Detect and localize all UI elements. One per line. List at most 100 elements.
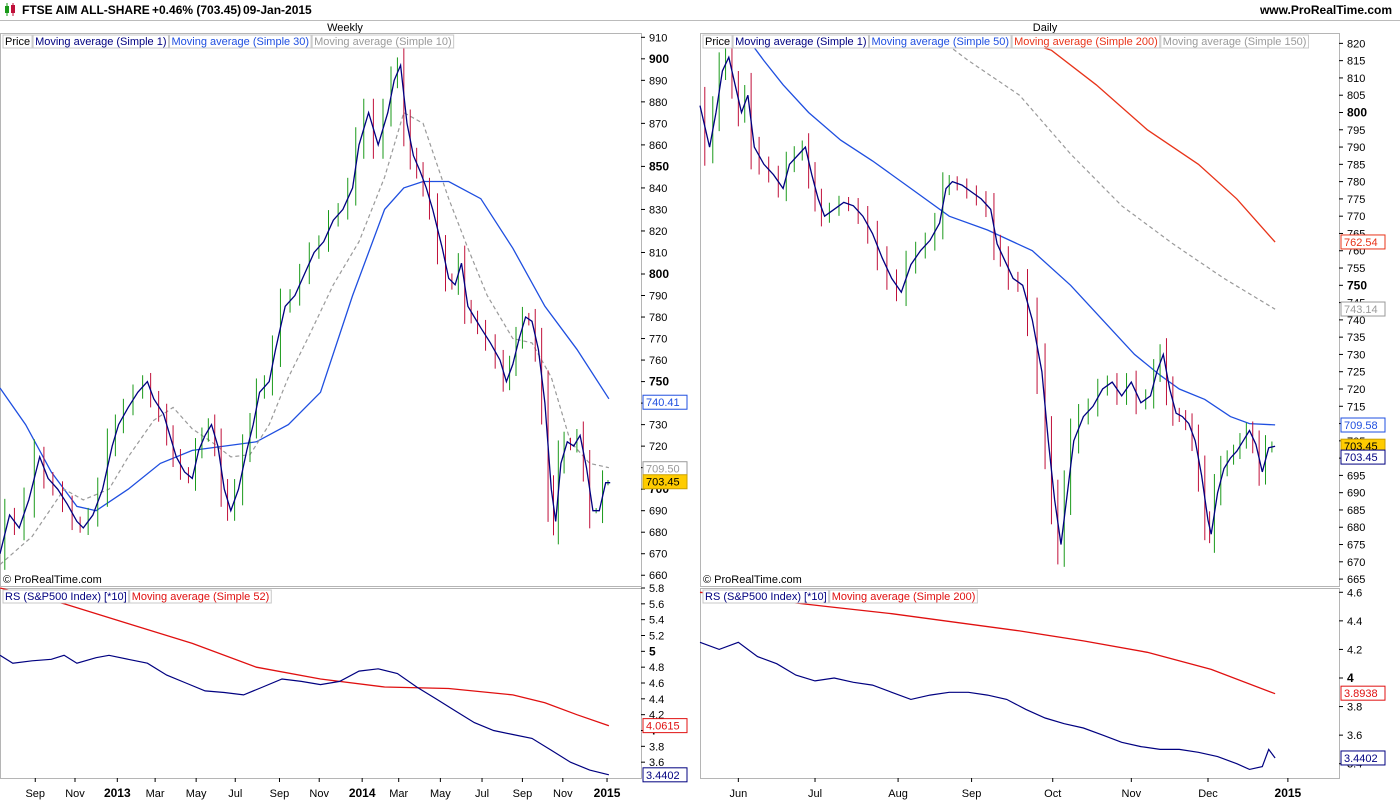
y-tick-label: 775 — [1347, 194, 1365, 206]
x-tick-label: Nov — [65, 788, 85, 800]
panel-frame — [700, 33, 1340, 587]
daily-period-label: Daily — [1033, 22, 1058, 34]
value-tag: 3.4402 — [1340, 750, 1386, 766]
y-tick-label: 890 — [649, 75, 667, 87]
value-tag: 703.45 — [642, 474, 688, 490]
legend-label: Moving average (Simple 52) — [132, 591, 270, 603]
y-tick-label: 785 — [1347, 159, 1365, 171]
legend-label: Moving average (Simple 1) — [735, 36, 866, 48]
value-tag: 709.50 — [642, 461, 688, 477]
value-tag-box — [1340, 417, 1386, 433]
y-tick-label: 820 — [649, 226, 667, 238]
ma30-series — [0, 180, 610, 512]
y-tick-label: 5.6 — [649, 599, 664, 611]
value-tag: 762.54 — [1340, 234, 1386, 250]
y-tick-label: 755 — [1347, 263, 1365, 275]
value-tag-label: 3.4402 — [1344, 753, 1378, 765]
x-tick-label: May — [430, 788, 451, 800]
y-tick-label: 750 — [1347, 278, 1367, 292]
watermark: © ProRealTime.com — [3, 574, 102, 586]
legend-item: RS (S&P500 Index) [*10] — [702, 589, 830, 604]
value-tag-box — [642, 394, 688, 410]
y-tick-label: 670 — [649, 549, 667, 561]
weekly-chart[interactable]: Weekly Price Moving average (Simple 1) Mov… — [0, 22, 688, 800]
y-tick-label: 4.2 — [1347, 644, 1362, 656]
y-tick-label: 4 — [1347, 671, 1354, 685]
y-tick-label: 840 — [649, 183, 667, 195]
x-tick-label: 2013 — [104, 786, 131, 800]
rs-series — [699, 641, 1276, 771]
y-tick-label: 720 — [649, 441, 667, 453]
x-tick-label: 2014 — [349, 786, 376, 800]
x-tick-label: 2015 — [1275, 786, 1302, 800]
y-tick-label: 750 — [649, 375, 669, 389]
value-tag-label: 709.58 — [1344, 420, 1378, 432]
x-tick-label: Aug — [888, 788, 908, 800]
value-tag-label: 709.50 — [646, 464, 680, 476]
value-tag-box — [642, 718, 688, 734]
y-tick-label: 690 — [1347, 488, 1365, 500]
y-tick-label: 800 — [1347, 105, 1367, 119]
price-change: +0.46% (703.45) — [152, 3, 242, 17]
legend-item: Moving average (Simple 200) — [829, 589, 978, 604]
value-tag-label: 703.45 — [1344, 452, 1378, 464]
y-tick-label: 870 — [649, 118, 667, 130]
legend-box — [2, 34, 33, 49]
y-tick-label: 4.4 — [1347, 616, 1362, 628]
legend-label: Moving average (Simple 10) — [314, 36, 452, 48]
x-tick-label: Jun — [729, 788, 747, 800]
y-tick-label: 880 — [649, 97, 667, 109]
y-tick-label: 900 — [649, 52, 669, 66]
y-tick-label: 795 — [1347, 125, 1365, 137]
legend-item: Moving average (Simple 1) — [32, 34, 170, 49]
y-tick-label: 720 — [1347, 384, 1365, 396]
daily-chart[interactable]: Daily Price Moving average (Simple 1) Movi… — [699, 22, 1386, 800]
y-tick-label: 670 — [1347, 557, 1365, 569]
price-series — [0, 62, 611, 554]
y-tick-label: 3.8 — [649, 741, 664, 753]
weekly-period-label: Weekly — [327, 22, 363, 34]
legend-label: Moving average (Simple 30) — [172, 36, 310, 48]
y-tick-label: 830 — [649, 204, 667, 216]
value-tag-label: 3.8938 — [1344, 688, 1378, 700]
value-tag: 3.4402 — [642, 767, 688, 783]
x-tick-label: May — [186, 788, 207, 800]
rs-ma-series — [699, 591, 1276, 695]
y-tick-label: 685 — [1347, 505, 1365, 517]
legend-item: RS (S&P500 Index) [*10] — [2, 589, 130, 604]
instrument-name: FTSE AIM ALL-SHARE — [22, 3, 150, 17]
value-tag-label: 740.41 — [646, 397, 680, 409]
value-tag: 709.58 — [1340, 417, 1386, 433]
legend-label: Price — [705, 36, 730, 48]
x-tick-label: Mar — [146, 788, 165, 800]
x-tick-label: Mar — [389, 788, 408, 800]
x-tick-label: Dec — [1198, 788, 1218, 800]
y-tick-label: 735 — [1347, 332, 1365, 344]
watermark: © ProRealTime.com — [703, 574, 802, 586]
y-tick-label: 725 — [1347, 367, 1365, 379]
x-tick-label: Jul — [808, 788, 822, 800]
y-tick-label: 850 — [649, 159, 669, 173]
y-tick-label: 800 — [649, 267, 669, 281]
legend-item: Moving average (Simple 30) — [169, 34, 312, 49]
legend-box — [311, 34, 455, 49]
value-tag-box — [1340, 301, 1386, 317]
y-tick-label: 3.6 — [649, 757, 664, 769]
y-tick-label: 760 — [649, 355, 667, 367]
rs-ma-series — [0, 587, 610, 727]
charts-canvas: Weekly Price Moving average (Simple 1) Mov… — [0, 22, 1386, 800]
x-tick-label: Sep — [513, 788, 533, 800]
x-tick-label: Sep — [270, 788, 290, 800]
candlestick-icon — [5, 3, 15, 16]
site-link[interactable]: www.ProRealTime.com — [1259, 3, 1392, 17]
y-tick-label: 715 — [1347, 401, 1365, 413]
y-tick-label: 820 — [1347, 38, 1365, 50]
legend-item: Moving average (Simple 200) — [1011, 34, 1161, 49]
y-tick-label: 815 — [1347, 56, 1365, 68]
value-tag: 740.41 — [642, 394, 688, 410]
x-tick-label: 2015 — [594, 786, 621, 800]
value-tag-box — [1340, 750, 1386, 766]
value-tag-box — [642, 474, 688, 490]
legend-item: Moving average (Simple 50) — [869, 34, 1012, 49]
legend-box — [1160, 34, 1309, 49]
